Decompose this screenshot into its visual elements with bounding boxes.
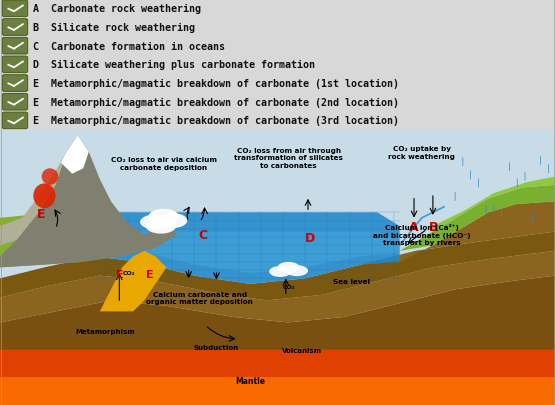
FancyBboxPatch shape bbox=[0, 130, 555, 405]
Polygon shape bbox=[61, 136, 89, 174]
Text: Calcium ion (Ca²⁺)
and bicarbonate (HCO⁻)
transport by rivers: Calcium ion (Ca²⁺) and bicarbonate (HCO⁻… bbox=[373, 224, 471, 246]
FancyBboxPatch shape bbox=[2, 113, 28, 130]
Polygon shape bbox=[0, 377, 555, 405]
Polygon shape bbox=[0, 152, 67, 246]
Polygon shape bbox=[433, 177, 555, 232]
Text: E  Metamorphic/magmatic breakdown of carbonate (3rd location): E Metamorphic/magmatic breakdown of carb… bbox=[33, 116, 399, 126]
Text: CO₂ loss from air through
transformation of silicates
to carbonates: CO₂ loss from air through transformation… bbox=[234, 147, 343, 168]
Text: E: E bbox=[115, 270, 123, 279]
Polygon shape bbox=[100, 251, 166, 311]
FancyBboxPatch shape bbox=[2, 38, 28, 55]
Ellipse shape bbox=[33, 184, 56, 209]
Polygon shape bbox=[0, 350, 555, 405]
FancyBboxPatch shape bbox=[2, 94, 28, 111]
Text: B: B bbox=[429, 220, 439, 233]
Text: Volcanism: Volcanism bbox=[282, 347, 322, 353]
Text: Subduction: Subduction bbox=[194, 344, 239, 350]
FancyBboxPatch shape bbox=[2, 57, 28, 74]
Polygon shape bbox=[400, 185, 555, 251]
Ellipse shape bbox=[269, 266, 291, 277]
Text: C  Carbonate formation in oceans: C Carbonate formation in oceans bbox=[33, 42, 225, 51]
Text: CO₂ uptake by
rock weathering: CO₂ uptake by rock weathering bbox=[388, 146, 455, 159]
Text: CO₂: CO₂ bbox=[123, 271, 135, 276]
Text: E: E bbox=[146, 270, 154, 279]
Polygon shape bbox=[0, 251, 555, 323]
Ellipse shape bbox=[148, 209, 179, 224]
FancyBboxPatch shape bbox=[2, 75, 28, 92]
Text: E: E bbox=[37, 208, 46, 221]
Polygon shape bbox=[94, 232, 400, 273]
FancyBboxPatch shape bbox=[2, 1, 28, 18]
Text: E  Metamorphic/magmatic breakdown of carbonate (1st location): E Metamorphic/magmatic breakdown of carb… bbox=[33, 79, 399, 89]
Ellipse shape bbox=[278, 262, 300, 273]
Text: B  Silicate rock weathering: B Silicate rock weathering bbox=[33, 23, 195, 33]
Text: A  Carbonate rock weathering: A Carbonate rock weathering bbox=[33, 4, 201, 14]
Ellipse shape bbox=[42, 169, 58, 185]
Polygon shape bbox=[0, 136, 178, 268]
Polygon shape bbox=[0, 213, 94, 268]
Text: Calcium carbonate and
organic matter deposition: Calcium carbonate and organic matter dep… bbox=[147, 291, 253, 305]
Text: CO₂ loss to air via calcium
carbonate deposition: CO₂ loss to air via calcium carbonate de… bbox=[111, 157, 216, 170]
Text: D: D bbox=[305, 231, 315, 244]
Text: C: C bbox=[198, 228, 207, 241]
Text: Sea level: Sea level bbox=[333, 279, 370, 284]
Text: CO₂: CO₂ bbox=[282, 284, 295, 290]
Ellipse shape bbox=[140, 215, 171, 230]
Ellipse shape bbox=[145, 219, 176, 234]
Polygon shape bbox=[94, 213, 400, 284]
Ellipse shape bbox=[157, 213, 188, 228]
Polygon shape bbox=[0, 232, 555, 301]
Text: Mantle: Mantle bbox=[235, 376, 265, 385]
Polygon shape bbox=[0, 276, 555, 350]
Text: E  Metamorphic/magmatic breakdown of carbonate (2nd location): E Metamorphic/magmatic breakdown of carb… bbox=[33, 98, 399, 107]
Text: Metamorphism: Metamorphism bbox=[75, 328, 135, 334]
Text: A: A bbox=[408, 220, 418, 233]
Ellipse shape bbox=[286, 266, 308, 277]
Polygon shape bbox=[361, 202, 555, 265]
Text: D  Silicate weathering plus carbonate formation: D Silicate weathering plus carbonate for… bbox=[33, 60, 315, 70]
FancyBboxPatch shape bbox=[2, 19, 28, 36]
